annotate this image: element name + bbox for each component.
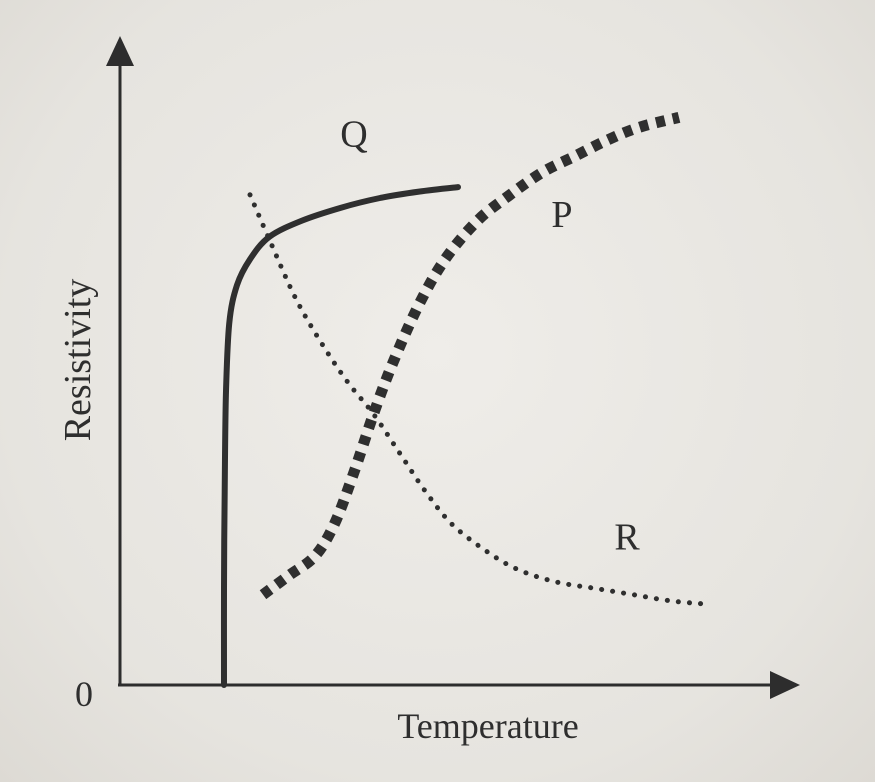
series-label-q: Q <box>340 113 367 155</box>
series-line-p <box>259 112 681 600</box>
series-line-r <box>247 192 714 607</box>
series-label-p: P <box>551 194 572 236</box>
y-axis-arrow <box>106 36 134 66</box>
origin-label: 0 <box>75 674 93 714</box>
series-layer <box>220 112 714 688</box>
annotation-layer: Q P R <box>340 113 640 558</box>
series-label-r: R <box>614 517 640 559</box>
x-axis-label: Temperature <box>397 706 578 746</box>
x-axis-arrow <box>770 671 800 699</box>
y-axis-label: Resistivity <box>57 279 99 442</box>
series-line-q <box>220 184 461 688</box>
